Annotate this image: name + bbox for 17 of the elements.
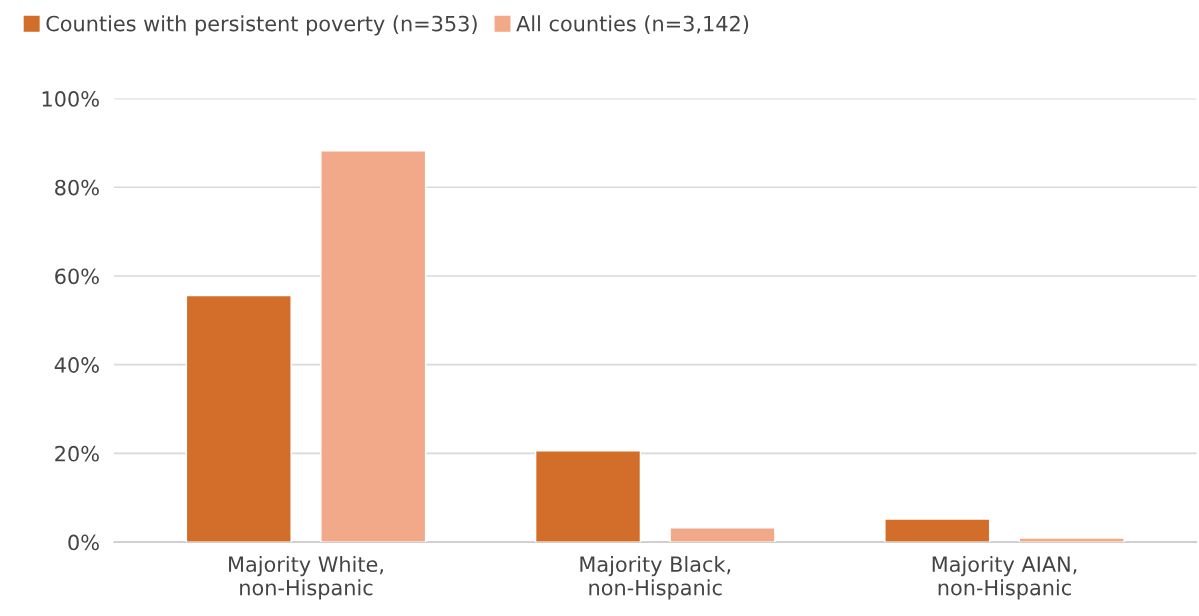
- y-tick-label: 40%: [54, 357, 99, 373]
- y-tick-label: 60%: [55, 268, 99, 285]
- bar: [884, 518, 991, 543]
- y-tick-label: 0%: [68, 534, 99, 551]
- x-tick-label: Majority Black, non-Hispanic: [580, 555, 731, 600]
- legend-label: All counties (n=3,142): [516, 15, 749, 34]
- bar: [534, 450, 642, 543]
- legend-label: Counties with persistent poverty (n=353): [46, 15, 477, 36]
- bar: [669, 527, 776, 543]
- y-tick-label: 20%: [55, 445, 99, 462]
- x-tick-label: Majority AIAN, non-Hispanic: [932, 555, 1077, 600]
- y-tick-label: 100%: [42, 91, 99, 107]
- bar: [185, 294, 292, 543]
- bar: [320, 150, 427, 543]
- x-tick-label: Majority White, non-Hispanic: [229, 555, 383, 600]
- y-tick-label: 80%: [55, 179, 99, 196]
- bar: [1018, 537, 1125, 543]
